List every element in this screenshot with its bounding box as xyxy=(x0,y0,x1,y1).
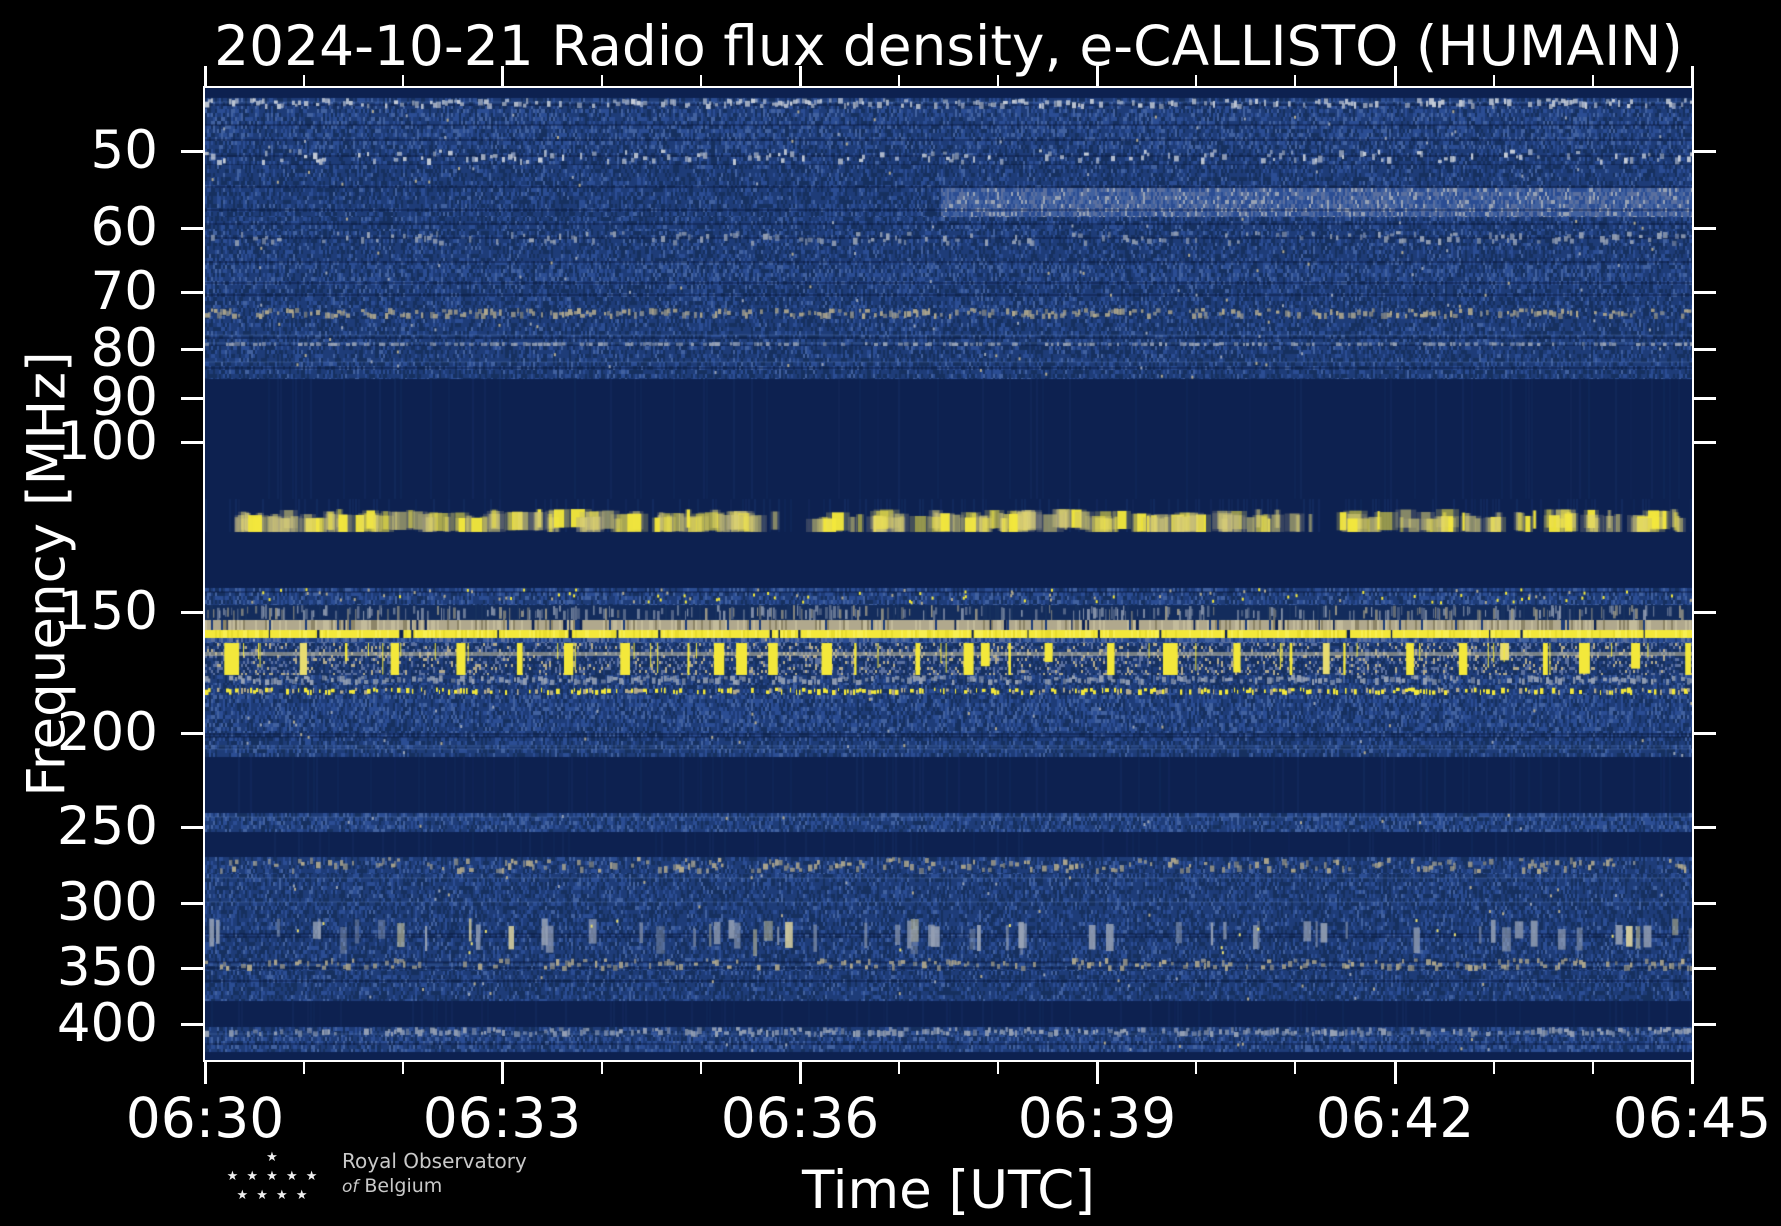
y-major-tick-right xyxy=(1694,967,1716,970)
star-row: ★ ★ ★ ★ xyxy=(236,1188,310,1203)
y-major-tick xyxy=(181,902,203,905)
y-major-tick xyxy=(181,348,203,351)
x-minor-tick-top xyxy=(997,75,999,86)
x-major-tick xyxy=(1096,1062,1099,1084)
x-axis-tick-label: 06:30 xyxy=(125,1086,285,1150)
y-major-tick-right xyxy=(1694,441,1716,444)
y-major-tick-right xyxy=(1694,291,1716,294)
y-major-tick xyxy=(181,291,203,294)
x-axis-tick-label: 06:36 xyxy=(720,1086,880,1150)
x-axis-tick-label: 06:42 xyxy=(1315,1086,1475,1150)
y-major-tick-right xyxy=(1694,348,1716,351)
y-axis-tick-label: 70 xyxy=(90,261,158,322)
x-major-tick xyxy=(799,1062,802,1084)
x-minor-tick xyxy=(1294,1062,1296,1074)
x-minor-tick xyxy=(601,1062,603,1074)
x-axis-label: Time [UTC] xyxy=(802,1160,1095,1221)
rob-logo-belgium: Belgium xyxy=(364,1175,443,1197)
x-minor-tick xyxy=(303,1062,305,1074)
y-major-tick xyxy=(181,1023,203,1026)
y-axis-tick-label: 90 xyxy=(90,367,158,428)
x-axis-tick-label: 06:39 xyxy=(1017,1086,1177,1150)
y-axis-tick-label: 250 xyxy=(56,796,158,857)
y-major-tick-right xyxy=(1694,227,1716,230)
y-axis-tick-label: 350 xyxy=(56,937,158,998)
x-minor-tick xyxy=(997,1062,999,1074)
x-minor-tick-top xyxy=(1294,75,1296,86)
y-major-tick xyxy=(181,826,203,829)
x-minor-tick-top xyxy=(402,75,404,86)
y-major-tick xyxy=(181,441,203,444)
y-axis-tick-label: 50 xyxy=(90,120,158,181)
x-major-tick-top xyxy=(799,66,802,86)
spectrogram-canvas xyxy=(205,88,1692,1060)
y-axis-tick-label: 80 xyxy=(90,318,158,379)
y-major-tick-right xyxy=(1694,902,1716,905)
x-major-tick xyxy=(501,1062,504,1084)
x-major-tick xyxy=(1691,1062,1694,1084)
y-major-tick xyxy=(181,732,203,735)
x-major-tick-top xyxy=(1691,66,1694,86)
y-major-tick xyxy=(181,150,203,153)
x-axis-tick-label: 06:33 xyxy=(422,1086,582,1150)
plot-area xyxy=(203,86,1694,1062)
x-axis-tick-label: 06:45 xyxy=(1612,1086,1772,1150)
rob-logo-line2: of Belgium xyxy=(342,1174,527,1199)
rob-logo-stars-icon: ★ ★ ★ ★ ★ ★ ★ ★ ★ ★ xyxy=(218,1148,328,1205)
rob-logo: ★ ★ ★ ★ ★ ★ ★ ★ ★ ★ Royal Observatory of Be… xyxy=(218,1148,527,1205)
y-axis-tick-label: 150 xyxy=(56,581,158,642)
y-axis-tick-label: 100 xyxy=(56,411,158,472)
y-axis-label: Frequency [MHz] xyxy=(16,351,78,797)
x-minor-tick xyxy=(700,1062,702,1074)
star-row: ★ xyxy=(266,1150,280,1165)
x-major-tick-top xyxy=(1394,66,1397,86)
y-axis-tick-label: 200 xyxy=(56,702,158,763)
y-major-tick-right xyxy=(1694,732,1716,735)
y-major-tick-right xyxy=(1694,397,1716,400)
x-minor-tick xyxy=(1195,1062,1197,1074)
x-major-tick xyxy=(1394,1062,1397,1084)
x-minor-tick-top xyxy=(1493,75,1495,86)
x-minor-tick-top xyxy=(898,75,900,86)
y-major-tick xyxy=(181,967,203,970)
y-axis-tick-label: 300 xyxy=(56,872,158,933)
y-major-tick xyxy=(181,227,203,230)
x-major-tick-top xyxy=(204,66,207,86)
x-minor-tick xyxy=(898,1062,900,1074)
x-minor-tick-top xyxy=(700,75,702,86)
rob-logo-line1: Royal Observatory xyxy=(342,1149,527,1173)
x-minor-tick-top xyxy=(1592,75,1594,86)
star-row: ★ ★ ★ ★ ★ xyxy=(226,1169,320,1184)
y-major-tick-right xyxy=(1694,826,1716,829)
x-minor-tick xyxy=(1592,1062,1594,1074)
x-minor-tick xyxy=(402,1062,404,1074)
rob-logo-text: Royal Observatory of Belgium xyxy=(342,1148,527,1199)
y-major-tick xyxy=(181,397,203,400)
x-major-tick xyxy=(204,1062,207,1084)
rob-logo-of: of xyxy=(342,1177,359,1197)
y-major-tick-right xyxy=(1694,150,1716,153)
x-minor-tick xyxy=(1493,1062,1495,1074)
x-major-tick-top xyxy=(501,66,504,86)
y-major-tick-right xyxy=(1694,1023,1716,1026)
y-major-tick xyxy=(181,611,203,614)
x-minor-tick-top xyxy=(303,75,305,86)
chart-title: 2024-10-21 Radio flux density, e-CALLIST… xyxy=(214,14,1683,78)
x-major-tick-top xyxy=(1096,66,1099,86)
x-minor-tick-top xyxy=(1195,75,1197,86)
x-minor-tick-top xyxy=(601,75,603,86)
y-axis-tick-label: 400 xyxy=(56,993,158,1054)
y-major-tick-right xyxy=(1694,611,1716,614)
y-axis-tick-label: 60 xyxy=(90,197,158,258)
